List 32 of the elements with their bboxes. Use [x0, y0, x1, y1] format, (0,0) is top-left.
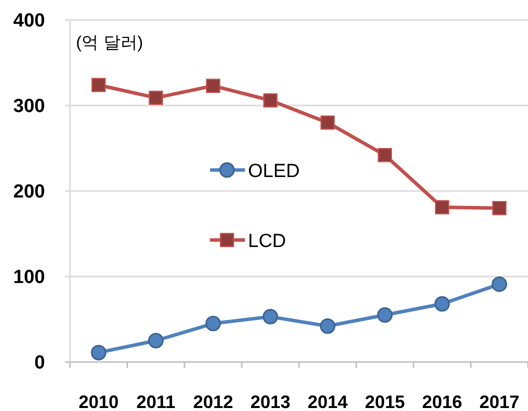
x-tick-label: 2010: [78, 392, 119, 411]
x-tick-label: 2017: [479, 392, 520, 411]
x-tick-label: 2016: [422, 392, 462, 411]
point: [434, 296, 450, 312]
point: [435, 200, 450, 214]
y-tick-label: 300: [13, 96, 45, 118]
x-tick-label: 2011: [136, 392, 176, 411]
point: [320, 116, 335, 130]
point: [320, 318, 336, 334]
y-tick-label: 200: [13, 182, 45, 203]
point: [492, 276, 508, 292]
y-tick-label: 0: [34, 352, 45, 374]
legend-label: OLED: [248, 160, 300, 182]
x-tick-label: 2013: [250, 392, 290, 411]
x-tick-label: 2014: [308, 392, 348, 411]
point: [263, 93, 278, 108]
point: [262, 308, 278, 324]
x-tick-label: 2012: [193, 392, 234, 411]
point: [148, 332, 164, 348]
y-tick-label: 400: [13, 10, 45, 32]
x-tick-label: 2015: [364, 392, 405, 411]
point: [90, 344, 106, 360]
point: [205, 316, 221, 332]
legend-label: LCD: [248, 230, 286, 252]
point: [148, 90, 163, 105]
point: [377, 307, 393, 323]
y-tick-label: 100: [13, 267, 45, 288]
point: [492, 201, 506, 216]
point: [206, 78, 220, 93]
point: [378, 148, 392, 162]
y-axis-title: (억 달러): [76, 33, 144, 52]
point: [92, 78, 106, 92]
